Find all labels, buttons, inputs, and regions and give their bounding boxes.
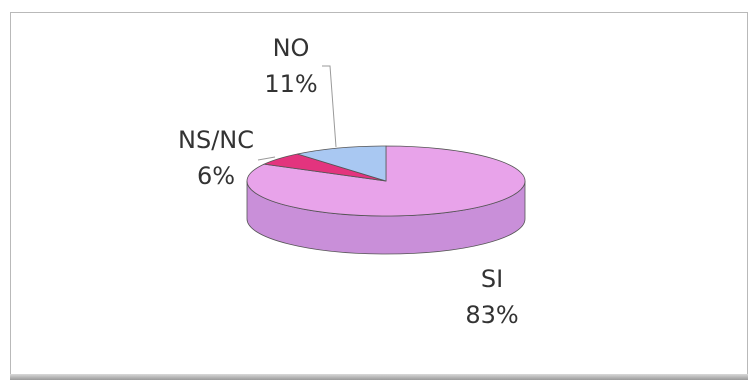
- pie-tops-group: [246, 145, 526, 217]
- slice-label-si-name: SI: [481, 265, 503, 293]
- slice-label-no-name: NO: [273, 34, 310, 62]
- slice-label-no-value: 11%: [264, 70, 317, 98]
- pie-labels-group: SI 83% NS/NC 6% NO 11%: [178, 34, 519, 329]
- leader-nsnc: [257, 156, 276, 161]
- slice-label-si-value: 83%: [465, 301, 518, 329]
- leader-no: [322, 65, 337, 148]
- pie-slice-0: [246, 145, 526, 217]
- chart-bottom-edge: [10, 374, 748, 380]
- slice-label-nsnc-name: NS/NC: [178, 126, 254, 154]
- pie-leaders-group: [257, 65, 337, 161]
- slice-label-nsnc-value: 6%: [197, 162, 235, 190]
- pie-slice-2: [297, 145, 387, 182]
